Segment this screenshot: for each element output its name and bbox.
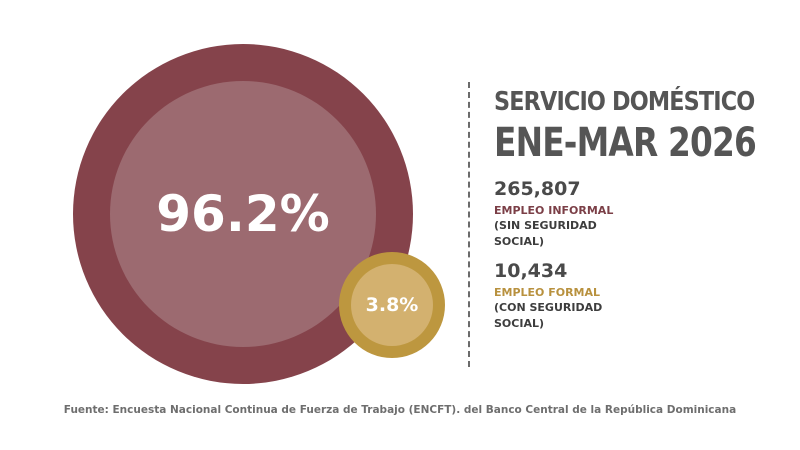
title-line-2: ENE-MAR 2026	[494, 120, 757, 166]
stat-formal-label: EMPLEO FORMAL	[494, 286, 601, 299]
stat-formal-sublabel: (CON SEGURIDAD SOCIAL)	[494, 301, 603, 330]
bubble-formal-label: 3.8%	[366, 294, 419, 316]
bubble-formal-inner	[351, 264, 433, 346]
stat-informal-value: 265,807	[494, 178, 581, 200]
bubble-informal-inner	[110, 81, 376, 347]
bubble-informal-label: 96.2%	[156, 185, 329, 243]
stat-formal: 10,434 EMPLEO FORMAL (CON SEGURIDAD SOCI…	[494, 260, 794, 332]
stat-informal-label: EMPLEO INFORMAL	[494, 204, 614, 217]
stat-informal-sublabel: (SIN SEGURIDAD SOCIAL)	[494, 219, 597, 248]
info-panel: SERVICIO DOMÉSTICO ENE-MAR 2026 265,807 …	[494, 86, 794, 332]
bubble-chart: 96.2% 3.8%	[73, 44, 445, 384]
stat-informal: 265,807 EMPLEO INFORMAL (SIN SEGURIDAD S…	[494, 178, 794, 250]
divider-line	[468, 82, 470, 367]
source-note: Fuente: Encuesta Nacional Continua de Fu…	[63, 404, 737, 416]
stat-formal-value: 10,434	[494, 260, 568, 282]
title-line-1: SERVICIO DOMÉSTICO	[494, 87, 755, 117]
